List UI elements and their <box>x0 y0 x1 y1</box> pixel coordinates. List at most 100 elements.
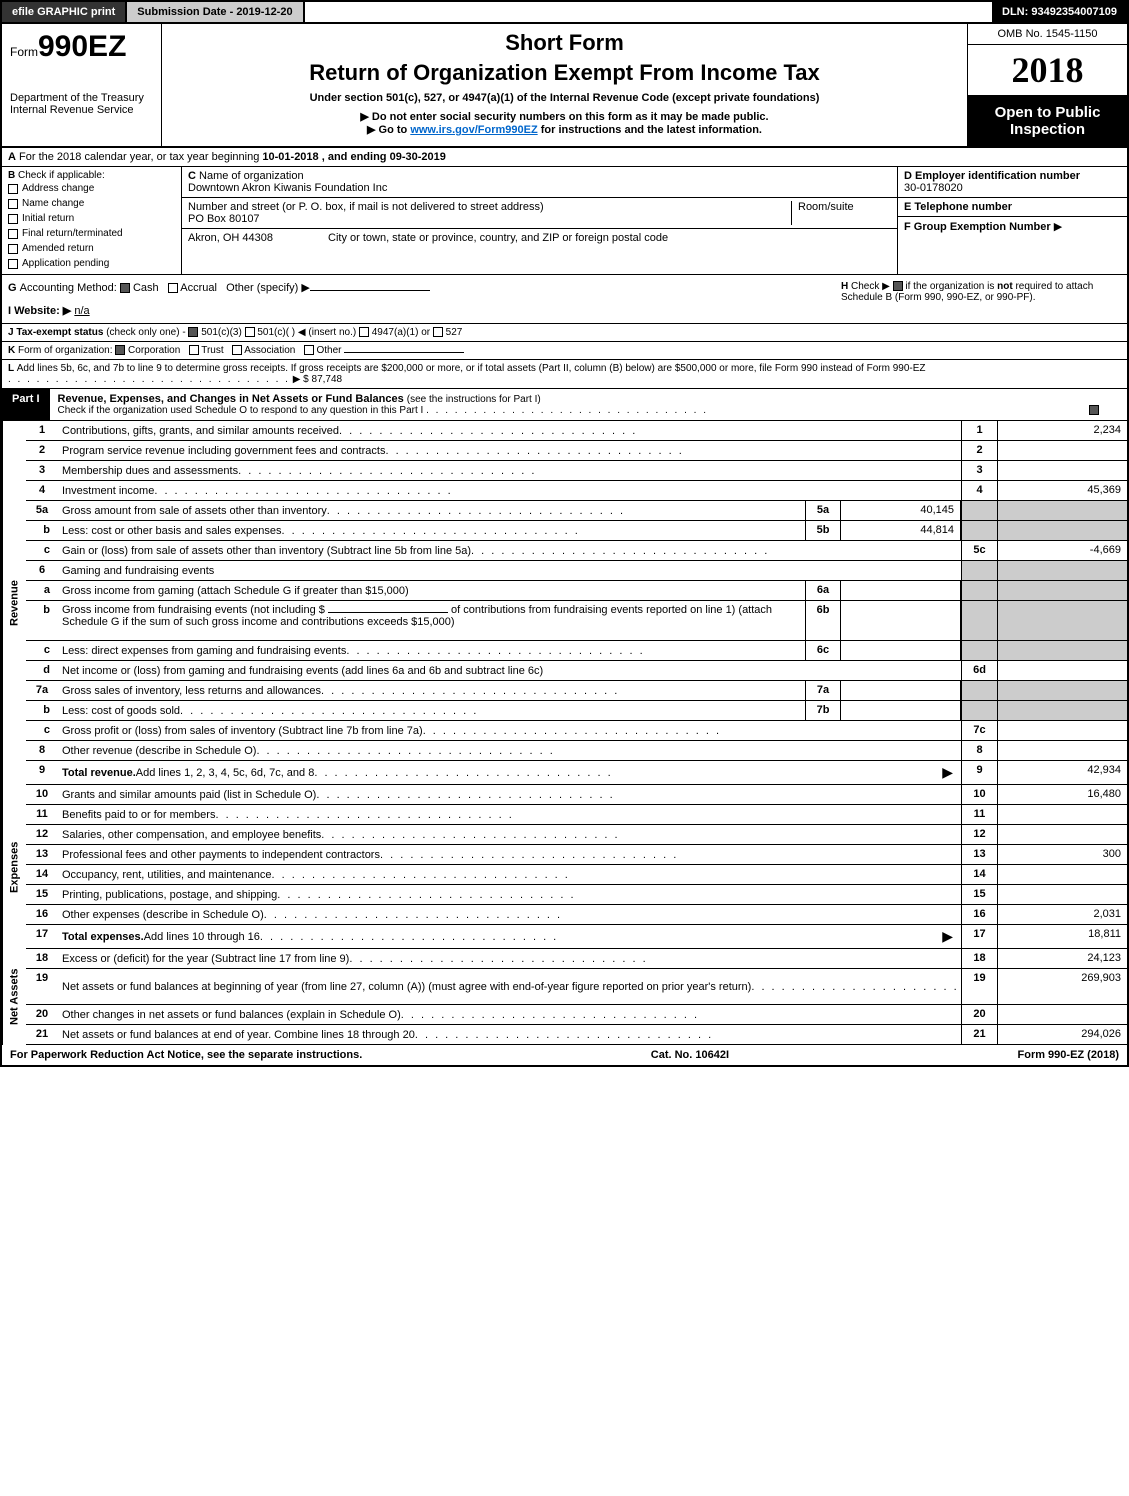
irs-link[interactable]: www.irs.gov/Form990EZ <box>410 124 537 136</box>
checkbox-icon[interactable] <box>245 327 255 337</box>
street-value: PO Box 80107 <box>188 213 791 225</box>
chk-name-change[interactable]: Name change <box>8 196 175 211</box>
telephone-row: E Telephone number <box>898 198 1127 217</box>
checkbox-icon[interactable] <box>189 345 199 355</box>
right-val <box>997 701 1127 720</box>
checkbox-icon[interactable] <box>1089 405 1099 415</box>
line-number: 12 <box>26 825 58 844</box>
checkbox-icon[interactable] <box>188 327 198 337</box>
line-desc: Other revenue (describe in Schedule O) <box>58 741 961 760</box>
chk-application-pending[interactable]: Application pending <box>8 256 175 271</box>
line-6b: b Gross income from fundraising events (… <box>26 601 1127 641</box>
line-desc: Occupancy, rent, utilities, and maintena… <box>58 865 961 884</box>
omb-number: OMB No. 1545-1150 <box>968 24 1127 45</box>
line-desc: Other expenses (describe in Schedule O) <box>58 905 961 924</box>
line-number: a <box>26 581 58 600</box>
header-right: OMB No. 1545-1150 2018 Open to Public In… <box>967 24 1127 146</box>
line-desc: Less: direct expenses from gaming and fu… <box>58 641 805 660</box>
section-h: H Check ▶ if the organization is not req… <box>841 281 1121 317</box>
form-identity: Form990EZ Department of the Treasury Int… <box>2 24 162 146</box>
h-not: not <box>997 281 1013 292</box>
fundraising-input[interactable] <box>328 612 448 613</box>
line-7a: 7a Gross sales of inventory, less return… <box>26 681 1127 701</box>
checkbox-icon[interactable] <box>120 283 130 293</box>
right-val: 42,934 <box>997 761 1127 784</box>
chk-label: Address change <box>22 183 94 194</box>
right-val: 2,031 <box>997 905 1127 924</box>
line-8: 8 Other revenue (describe in Schedule O)… <box>26 741 1127 761</box>
right-num: 9 <box>961 761 997 784</box>
right-num: 4 <box>961 481 997 500</box>
l-label: L <box>8 363 17 374</box>
section-gh: G Accounting Method: Cash Accrual Other … <box>0 275 1129 324</box>
right-num: 17 <box>961 925 997 948</box>
checkbox-icon[interactable] <box>893 281 903 291</box>
right-val <box>997 865 1127 884</box>
form-prefix: Form <box>10 45 38 59</box>
line-number: 18 <box>26 949 58 968</box>
line-21: 21 Net assets or fund balances at end of… <box>26 1025 1127 1045</box>
line-10: 10 Grants and similar amounts paid (list… <box>26 785 1127 805</box>
line-number: b <box>26 601 58 640</box>
line-desc: Less: cost or other basis and sales expe… <box>58 521 805 540</box>
checkbox-icon <box>8 199 18 209</box>
accounting-label: Accounting Method: <box>20 282 120 294</box>
line-number: 14 <box>26 865 58 884</box>
right-num: 8 <box>961 741 997 760</box>
line-6d: d Net income or (loss) from gaming and f… <box>26 661 1127 681</box>
right-num: 20 <box>961 1005 997 1024</box>
k-other-input[interactable] <box>344 352 464 353</box>
right-num: 2 <box>961 441 997 460</box>
checkbox-icon[interactable] <box>304 345 314 355</box>
line-desc: Benefits paid to or for members <box>58 805 961 824</box>
chk-initial-return[interactable]: Initial return <box>8 211 175 226</box>
chk-amended-return[interactable]: Amended return <box>8 241 175 256</box>
form-number: 990EZ <box>38 30 126 63</box>
other-input[interactable] <box>310 290 430 291</box>
mid-num: 6a <box>805 581 841 600</box>
line-number: 21 <box>26 1025 58 1044</box>
org-name-row: C Name of organization Downtown Akron Ki… <box>182 167 897 198</box>
checkbox-icon[interactable] <box>115 345 125 355</box>
line-5c: c Gain or (loss) from sale of assets oth… <box>26 541 1127 561</box>
checkbox-icon[interactable] <box>433 327 443 337</box>
line-18: 18 Excess or (deficit) for the year (Sub… <box>26 949 1127 969</box>
chk-address-change[interactable]: Address change <box>8 181 175 196</box>
mid-num: 5b <box>805 521 841 540</box>
right-num <box>961 601 997 640</box>
line-number: 15 <box>26 885 58 904</box>
part-check-text: Check if the organization used Schedule … <box>58 405 424 416</box>
line-desc: Gaming and fundraising events <box>58 561 961 580</box>
chk-label: Application pending <box>22 258 109 269</box>
right-num <box>961 501 997 520</box>
k-assoc: Association <box>242 345 295 356</box>
line-7b: b Less: cost of goods sold 7b <box>26 701 1127 721</box>
website-value: n/a <box>74 305 89 317</box>
chk-final-return[interactable]: Final return/terminated <box>8 226 175 241</box>
line-desc: Gross amount from sale of assets other t… <box>58 501 805 520</box>
section-k: K Form of organization: Corporation Trus… <box>0 342 1129 360</box>
line-1: 1 Contributions, gifts, grants, and simi… <box>26 421 1127 441</box>
l-arrow: ▶ <box>293 374 303 385</box>
checkbox-icon[interactable] <box>359 327 369 337</box>
line-desc: Net assets or fund balances at end of ye… <box>58 1025 961 1044</box>
line-number: 20 <box>26 1005 58 1024</box>
checkbox-icon[interactable] <box>168 283 178 293</box>
f-label: F Group Exemption Number <box>904 221 1051 233</box>
city-value: Akron, OH 44308 <box>188 232 328 244</box>
line-2: 2 Program service revenue including gove… <box>26 441 1127 461</box>
begin-date: 10-01-2018 <box>262 151 318 163</box>
line-16: 16 Other expenses (describe in Schedule … <box>26 905 1127 925</box>
checkbox-icon[interactable] <box>232 345 242 355</box>
b-check-label: Check if applicable: <box>15 170 105 181</box>
mid-num: 5a <box>805 501 841 520</box>
line-number: 16 <box>26 905 58 924</box>
j-note: (check only one) - <box>106 327 188 338</box>
expenses-side-label: Expenses <box>2 785 26 949</box>
line-number: b <box>26 521 58 540</box>
tax-year: 2018 <box>968 45 1127 96</box>
right-val <box>997 501 1127 520</box>
efile-print-button[interactable]: efile GRAPHIC print <box>2 2 127 22</box>
line-desc: Printing, publications, postage, and shi… <box>58 885 961 904</box>
right-val <box>997 581 1127 600</box>
